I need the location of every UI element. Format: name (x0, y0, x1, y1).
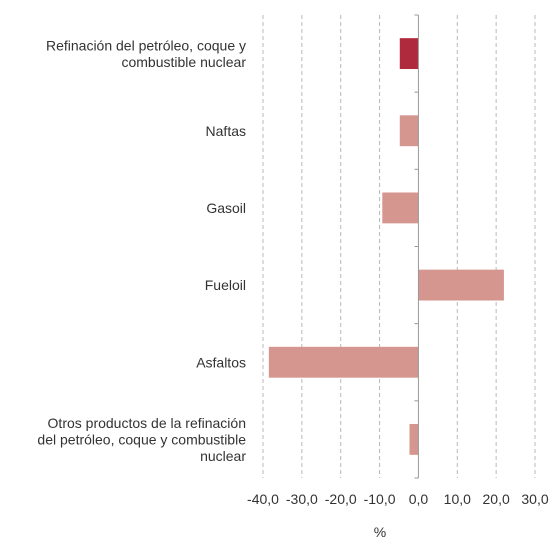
category-label: Asfaltos (196, 354, 246, 370)
bar (418, 269, 504, 301)
bars (268, 38, 504, 455)
category-label: Naftas (206, 123, 246, 139)
x-axis-title: % (374, 524, 386, 539)
x-tick-label: 30,0 (521, 491, 548, 507)
x-tick-label: 20,0 (483, 491, 510, 507)
bar (399, 115, 419, 147)
x-tick-label: -40,0 (247, 491, 279, 507)
category-label: nuclear (200, 448, 246, 464)
x-tick-labels: -40,0 -30,0 -20,0 -10,0 0,0 10,0 20,0 30,0 (247, 491, 549, 507)
zero-axis (414, 14, 419, 479)
category-label: combustible nuclear (121, 54, 246, 70)
category-label: Otros productos de la refinación (48, 415, 246, 431)
bar (399, 38, 419, 70)
bar (268, 346, 419, 378)
x-tick-label: -10,0 (364, 491, 396, 507)
x-tick-label: -20,0 (325, 491, 357, 507)
category-label: Gasoil (206, 200, 246, 216)
bar (409, 423, 419, 455)
grid-lines (262, 15, 536, 478)
x-tick-label: 0,0 (409, 491, 429, 507)
bar (382, 192, 419, 224)
category-label: Fueloil (205, 277, 246, 293)
category-label: Refinación del petróleo, coque y (46, 37, 246, 53)
x-tick-label: -30,0 (286, 491, 318, 507)
x-tick-label: 10,0 (444, 491, 471, 507)
category-labels: Refinación del petróleo, coque ycombusti… (37, 37, 246, 464)
category-label: del petróleo, coque y combustible (37, 431, 246, 447)
